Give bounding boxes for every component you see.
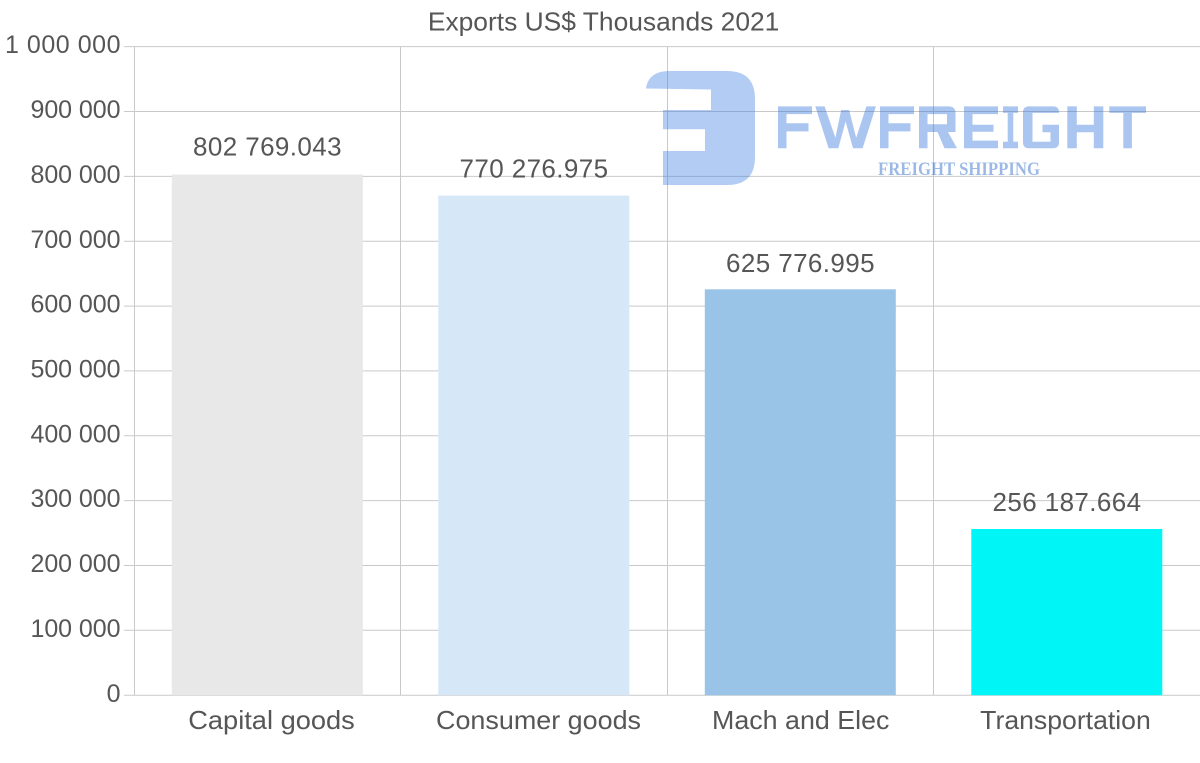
svg-text:800 000: 800 000 bbox=[31, 161, 121, 189]
svg-text:1 000 000: 1 000 000 bbox=[5, 31, 121, 59]
svg-text:400 000: 400 000 bbox=[31, 420, 121, 448]
svg-text:600 000: 600 000 bbox=[31, 291, 121, 319]
svg-text:700 000: 700 000 bbox=[31, 226, 121, 254]
svg-text:Consumer goods: Consumer goods bbox=[436, 705, 641, 735]
svg-text:625 776.995: 625 776.995 bbox=[726, 248, 875, 278]
svg-text:802 769.043: 802 769.043 bbox=[193, 132, 342, 162]
svg-text:770 276.975: 770 276.975 bbox=[460, 153, 609, 183]
svg-text:Mach and Elec: Mach and Elec bbox=[712, 705, 889, 735]
svg-text:Transportation: Transportation bbox=[980, 705, 1151, 735]
svg-text:500 000: 500 000 bbox=[31, 356, 121, 384]
svg-text:300 000: 300 000 bbox=[31, 485, 121, 513]
svg-text:256 187.664: 256 187.664 bbox=[993, 487, 1142, 517]
svg-text:100 000: 100 000 bbox=[31, 615, 121, 643]
svg-text:900 000: 900 000 bbox=[31, 96, 121, 124]
svg-text:FREIGHT SHIPPING: FREIGHT SHIPPING bbox=[878, 159, 1040, 180]
svg-text:Capital goods: Capital goods bbox=[188, 705, 355, 735]
svg-text:0: 0 bbox=[107, 680, 121, 708]
svg-text:Exports US$ Thousands 2021: Exports US$ Thousands 2021 bbox=[428, 6, 780, 36]
svg-text:200 000: 200 000 bbox=[31, 550, 121, 578]
